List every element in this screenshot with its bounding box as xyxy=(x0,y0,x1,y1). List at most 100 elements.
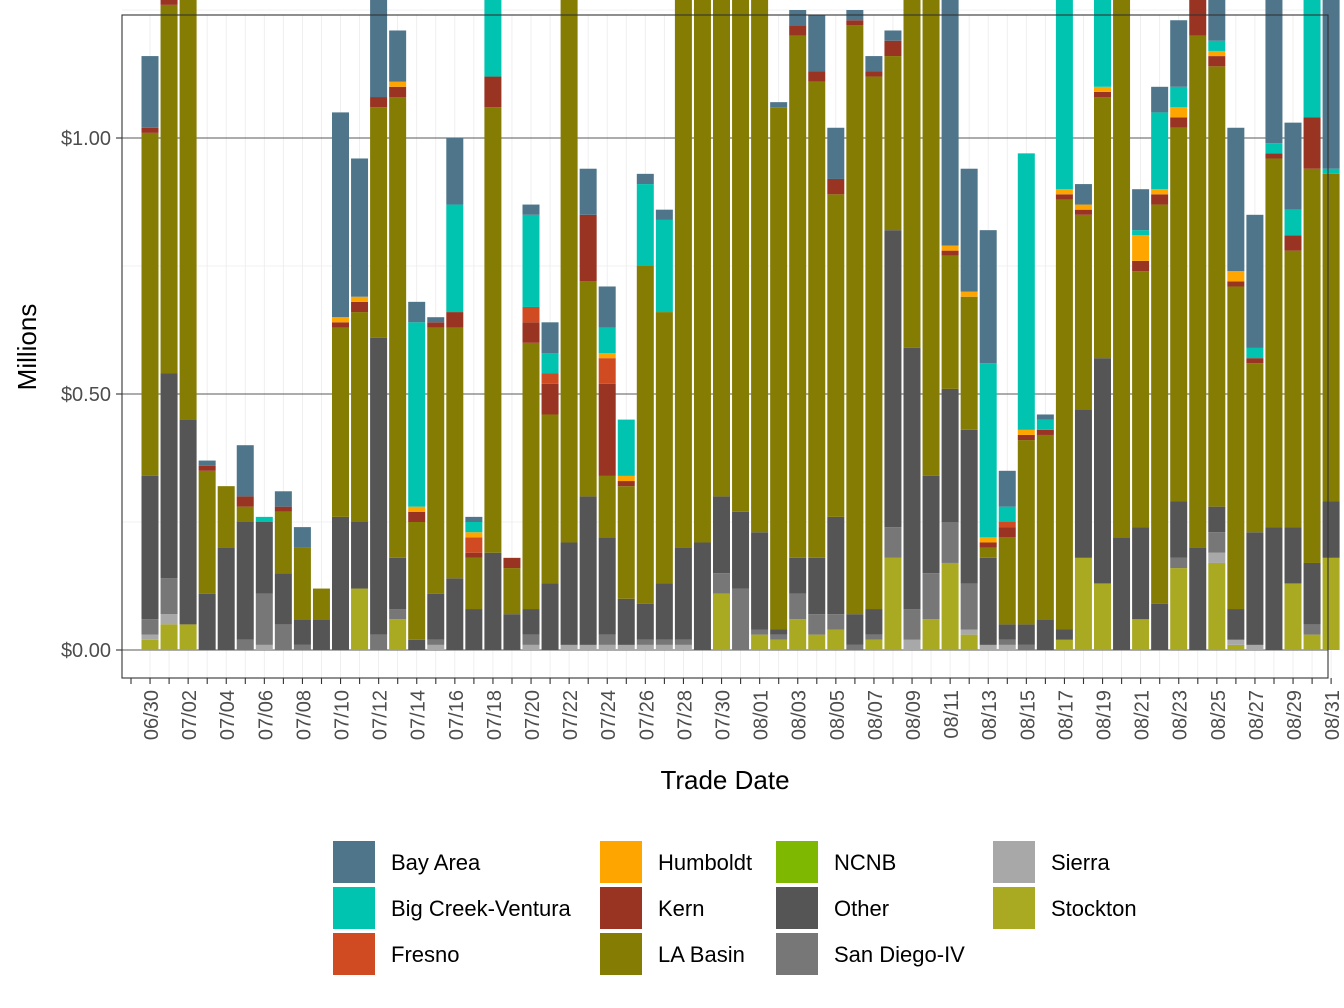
x-tick-label: 08/05 xyxy=(827,690,849,740)
bar-segment-bay-area-08-08 xyxy=(884,30,902,41)
bar-segment-san-diego-iv-08-14 xyxy=(998,639,1016,645)
bar-segment-la-basin-07-26 xyxy=(636,266,654,604)
bar-segment-bay-area-07-27 xyxy=(655,209,673,220)
bar-segment-la-basin-07-21 xyxy=(541,414,559,584)
bar-segment-sierra-08-14 xyxy=(998,644,1016,650)
bar-segment-la-basin-07-10 xyxy=(332,327,349,517)
bar-segment-kern-07-03 xyxy=(198,465,216,471)
bar-segment-kern-08-24 xyxy=(1189,0,1207,36)
bar-segment-kern-07-15 xyxy=(427,322,445,328)
bar-segment-kern-08-22 xyxy=(1151,194,1169,205)
bar-segment-la-basin-07-03 xyxy=(198,470,216,594)
bar-segment-san-diego-iv-07-26 xyxy=(636,639,654,645)
bar-segment-la-basin-07-29 xyxy=(693,0,711,543)
bar-segment-stockton-08-25 xyxy=(1208,562,1226,650)
legend-swatch-san-diego-iv xyxy=(776,933,818,975)
bar-segment-la-basin-07-04 xyxy=(217,486,235,548)
x-tick-label: 07/18 xyxy=(484,690,506,740)
bar-segment-san-diego-iv-08-06 xyxy=(846,644,864,650)
legend-swatch-humboldt xyxy=(600,841,642,883)
bar-segment-kern-06-30 xyxy=(141,127,159,133)
bar-segment-big-creek-ventura-07-21 xyxy=(541,353,559,374)
bar-segment-bay-area-08-13 xyxy=(979,230,997,364)
legend-label-sierra: Sierra xyxy=(1051,850,1110,875)
bar-segment-stockton-08-03 xyxy=(789,619,807,650)
bar-segment-humboldt-08-18 xyxy=(1074,204,1092,210)
bar-segment-kern-08-14 xyxy=(998,527,1016,538)
bar-segment-other-07-20 xyxy=(522,609,540,635)
bar-segment-other-07-09 xyxy=(312,619,330,650)
bar-segment-other-08-15 xyxy=(1017,624,1035,645)
bar-segment-other-07-17 xyxy=(465,609,483,650)
bar-segment-stockton-08-30 xyxy=(1303,634,1321,650)
bar-segment-bay-area-07-11 xyxy=(351,158,369,297)
bar-segment-la-basin-08-13 xyxy=(979,547,997,558)
bar-segment-bay-area-07-03 xyxy=(198,460,216,466)
bar-segment-san-diego-iv-07-27 xyxy=(655,639,673,645)
bar-segment-la-basin-08-11 xyxy=(941,255,959,389)
bar-segment-kern-08-03 xyxy=(789,25,807,36)
bar-segment-la-basin-08-25 xyxy=(1208,66,1226,507)
bar-segment-other-07-13 xyxy=(389,557,407,610)
bar-segment-kern-08-08 xyxy=(884,40,902,57)
x-tick-label: 07/16 xyxy=(446,690,468,740)
bar-segment-san-diego-iv-08-04 xyxy=(808,614,826,635)
legend-label-other: Other xyxy=(834,896,889,921)
bar-segment-other-08-01 xyxy=(751,532,769,630)
x-tick-label: 07/10 xyxy=(332,690,354,740)
legend-swatch-fresno xyxy=(333,933,375,975)
bar-segment-big-creek-ventura-08-30 xyxy=(1303,0,1321,118)
bar-segment-other-07-05 xyxy=(236,522,254,640)
bar-segment-bay-area-08-25 xyxy=(1208,0,1226,41)
bar-segment-other-08-03 xyxy=(789,557,807,594)
bar-segment-stockton-08-02 xyxy=(770,639,788,650)
bar-segment-other-08-11 xyxy=(941,388,959,522)
bar-segment-big-creek-ventura-07-24 xyxy=(598,327,616,354)
bar-segment-bay-area-08-26 xyxy=(1227,127,1245,272)
bar-segment-bay-area-08-23 xyxy=(1170,20,1188,87)
bar-segment-bay-area-07-21 xyxy=(541,322,559,354)
bar-segment-la-basin-08-27 xyxy=(1246,363,1264,533)
x-tick-label: 08/21 xyxy=(1132,690,1154,740)
bar-segment-other-07-04 xyxy=(217,547,235,650)
bar-segment-other-08-29 xyxy=(1284,527,1302,584)
bar-segment-other-07-22 xyxy=(560,542,578,645)
bar-segment-kern-08-04 xyxy=(808,71,826,82)
bar-segment-stockton-07-13 xyxy=(389,619,407,650)
bar-segment-la-basin-08-26 xyxy=(1227,286,1245,610)
bar-segment-la-basin-08-16 xyxy=(1036,434,1054,620)
bar-segment-la-basin-08-19 xyxy=(1094,97,1111,359)
bar-segment-fresno-08-14 xyxy=(998,522,1016,528)
bar-segment-sierra-08-09 xyxy=(903,639,921,650)
x-tick-label: 07/12 xyxy=(370,690,392,740)
bar-segment-san-diego-iv-07-07 xyxy=(274,624,292,650)
legend-swatch-sierra xyxy=(993,841,1035,883)
bar-segment-sierra-08-12 xyxy=(960,629,978,635)
bar-segment-la-basin-08-07 xyxy=(865,76,883,610)
bar-segment-stockton-08-10 xyxy=(922,619,940,650)
bar-segment-other-08-25 xyxy=(1208,506,1226,533)
x-tick-label: 08/09 xyxy=(903,690,925,740)
bar-segment-la-basin-07-22 xyxy=(560,0,578,543)
bar-segment-kern-07-10 xyxy=(332,322,349,328)
bar-segment-bay-area-08-02 xyxy=(770,102,788,108)
bar-segment-other-08-07 xyxy=(865,609,883,635)
legend-label-ncnb: NCNB xyxy=(834,850,896,875)
legend: Bay Area Big Creek-Ventura Fresno Humboldt K… xyxy=(333,841,1137,975)
legend-label-la-basin: LA Basin xyxy=(658,942,745,967)
x-tick-label: 08/23 xyxy=(1170,690,1192,740)
bar-segment-la-basin-08-20 xyxy=(1113,0,1131,538)
bar-segment-san-diego-iv-07-13 xyxy=(389,609,407,620)
bar-segment-other-08-04 xyxy=(808,557,826,615)
bar-segment-sierra-07-01 xyxy=(160,614,178,625)
bar-segment-big-creek-ventura-08-31 xyxy=(1322,168,1340,174)
x-tick-label: 07/04 xyxy=(217,690,239,740)
bar-segment-humboldt-08-11 xyxy=(941,245,959,251)
bar-segment-humboldt-08-23 xyxy=(1170,107,1188,118)
bar-segment-big-creek-ventura-07-18 xyxy=(484,0,502,77)
bar-segment-kern-07-18 xyxy=(484,76,502,108)
bar-segment-bay-area-08-31 xyxy=(1322,0,1340,169)
bar-segment-la-basin-08-14 xyxy=(998,537,1016,625)
bar-segment-la-basin-07-24 xyxy=(598,475,616,538)
bar-segment-bay-area-07-20 xyxy=(522,204,540,215)
